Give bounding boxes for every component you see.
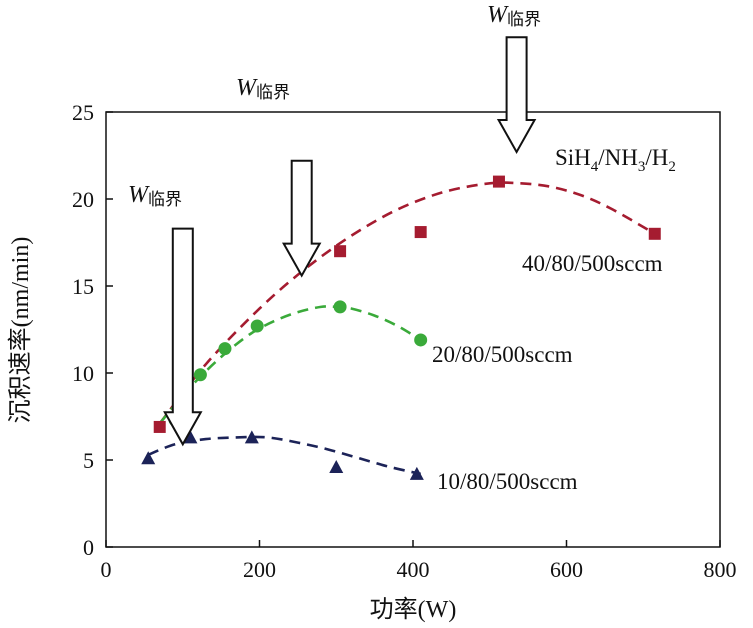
y-tick-label: 5 [83, 448, 94, 473]
data-point-series-2 [329, 459, 344, 473]
y-axis-title: 沉积速率(nm/min) [7, 237, 34, 424]
data-point-series-2 [141, 451, 156, 465]
series-label-40: 40/80/500sccm [522, 251, 663, 276]
data-point-series-0 [648, 227, 661, 240]
x-tick-label: 800 [704, 557, 737, 582]
x-axis-title: 功率(W) [370, 596, 457, 623]
data-point-series-0 [414, 226, 427, 239]
data-point-series-2 [409, 466, 424, 480]
x-tick-label: 600 [550, 557, 583, 582]
w-critical-label-3: W临界 [487, 2, 541, 29]
data-point-series-2 [244, 430, 259, 444]
x-tick-label: 0 [101, 557, 112, 582]
data-points [141, 175, 661, 480]
y-tick-label: 10 [72, 361, 94, 386]
data-point-series-1 [333, 300, 347, 314]
y-tick-label: 25 [72, 100, 94, 125]
y-tick-label: 0 [83, 535, 94, 560]
down-arrow-icon [281, 159, 322, 278]
critical-power-arrows [163, 36, 537, 447]
series-label-10: 10/80/500sccm [437, 469, 578, 494]
series-label-20: 20/80/500sccm [432, 342, 573, 367]
axis-ticks: 0 200 400 600 800 0 5 10 15 20 25 [72, 100, 737, 582]
data-point-series-1 [218, 342, 232, 356]
data-point-series-1 [414, 333, 428, 347]
fit-curve-series-0 [158, 181, 656, 425]
x-tick-label: 400 [397, 557, 430, 582]
fit-curves [147, 181, 656, 476]
data-point-series-0 [492, 175, 505, 188]
gas-composition-label: SiH4/NH3/H2 [555, 145, 676, 175]
data-point-series-2 [183, 430, 198, 444]
fit-curve-series-1 [158, 305, 422, 425]
w-critical-label-1: W临界 [128, 182, 182, 209]
y-tick-label: 15 [72, 274, 94, 299]
data-point-series-1 [193, 368, 207, 382]
data-point-series-0 [334, 245, 347, 258]
data-point-series-0 [153, 420, 166, 433]
data-point-series-1 [250, 319, 264, 333]
down-arrow-icon [163, 227, 203, 447]
y-tick-label: 20 [72, 187, 94, 212]
x-tick-label: 200 [243, 557, 276, 582]
plot-frame [105, 111, 721, 548]
down-arrow-icon [496, 36, 537, 155]
w-critical-label-2: W临界 [236, 75, 290, 102]
